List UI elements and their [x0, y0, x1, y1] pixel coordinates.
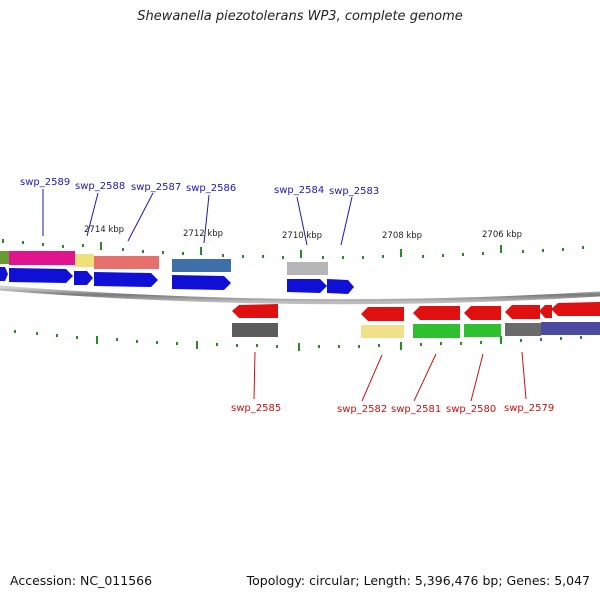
gene-label-forward[interactable]: swp_2587	[131, 182, 181, 193]
gene-label-reverse[interactable]: swp_2579	[504, 403, 554, 414]
gene-label-forward[interactable]: swp_2583	[329, 186, 379, 197]
gene-label-reverse[interactable]: swp_2581	[391, 404, 441, 415]
forward-feature-bars	[0, 251, 328, 275]
cds-arrow-forward[interactable]	[0, 267, 8, 281]
feature-bar[interactable]	[413, 324, 460, 338]
cds-arrow-reverse[interactable]	[464, 306, 501, 320]
kbp-label: 2710 kbp	[282, 231, 322, 241]
kbp-label: 2708 kbp	[382, 231, 422, 241]
cds-arrow-reverse[interactable]	[551, 302, 600, 316]
feature-bar[interactable]	[505, 323, 541, 336]
cds-arrow-forward[interactable]	[172, 275, 231, 290]
reverse-cds-arrows	[232, 302, 600, 321]
feature-bar[interactable]	[94, 256, 159, 269]
feature-bar[interactable]	[232, 323, 278, 337]
kbp-label: 2714 kbp	[84, 225, 124, 235]
lower-scale	[14, 330, 582, 351]
cds-arrow-forward[interactable]	[9, 268, 73, 283]
cds-arrow-reverse[interactable]	[232, 304, 278, 318]
cds-arrow-reverse[interactable]	[539, 305, 552, 318]
genome-backbone	[0, 285, 600, 305]
accession-text: Accession: NC_011566	[10, 573, 153, 588]
feature-bar[interactable]	[464, 324, 501, 337]
reverse-label-leaders	[253, 351, 527, 402]
gene-label-forward[interactable]: swp_2586	[186, 183, 236, 194]
feature-bar[interactable]	[9, 251, 75, 265]
gene-label-forward[interactable]: swp_2588	[75, 181, 125, 192]
feature-bar[interactable]	[541, 322, 600, 335]
upper-scale	[2, 239, 584, 259]
reverse-feature-bars	[232, 322, 600, 338]
feature-bar[interactable]	[75, 254, 94, 267]
kbp-label: 2706 kbp	[482, 230, 522, 240]
feature-bar[interactable]	[361, 325, 404, 338]
feature-bar[interactable]	[172, 259, 231, 272]
cds-arrow-reverse[interactable]	[361, 307, 404, 321]
map-title: Shewanella piezotolerans WP3, complete g…	[137, 9, 463, 24]
kbp-label: 2712 kbp	[183, 229, 223, 239]
genome-info-text: Topology: circular; Length: 5,396,476 bp…	[246, 573, 590, 588]
cds-arrow-forward[interactable]	[74, 271, 93, 285]
cds-arrow-reverse[interactable]	[413, 306, 460, 320]
gene-label-forward[interactable]: swp_2589	[20, 177, 70, 188]
cds-arrow-forward[interactable]	[94, 272, 158, 287]
forward-label-leaders	[42, 189, 353, 246]
cds-arrow-reverse[interactable]	[505, 305, 540, 319]
gene-label-forward[interactable]: swp_2584	[274, 185, 324, 196]
gene-label-reverse[interactable]: swp_2580	[446, 404, 496, 415]
cds-arrow-forward[interactable]	[327, 279, 354, 294]
forward-cds-arrows	[0, 267, 354, 294]
feature-bar[interactable]	[0, 251, 9, 264]
gene-label-reverse[interactable]: swp_2585	[231, 403, 281, 414]
feature-bar[interactable]	[287, 262, 328, 275]
cds-arrow-forward[interactable]	[287, 279, 327, 293]
gene-label-reverse[interactable]: swp_2582	[337, 404, 387, 415]
